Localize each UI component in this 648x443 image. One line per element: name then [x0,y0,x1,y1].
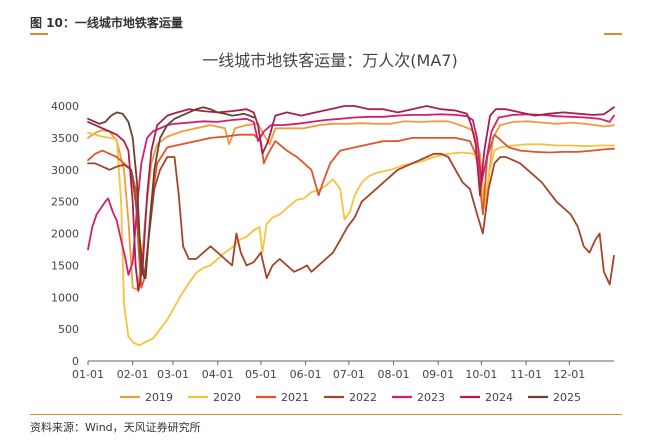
x-tick-label: 09-01 [422,368,454,381]
x-tick-label: 04-01 [202,368,234,381]
y-tick-label: 2500 [51,196,79,209]
source-note: 资料来源：Wind，天风证券研究所 [30,421,201,434]
legend-label-2024: 2024 [485,391,513,404]
y-tick-label: 4000 [51,100,79,113]
x-tick-label: 10-01 [465,368,497,381]
x-tick-label: 01-01 [72,368,104,381]
x-tick-label: 05-01 [245,368,277,381]
y-tick-label: 3500 [51,132,79,145]
y-tick-label: 2000 [51,228,79,241]
x-tick-label: 12-01 [553,368,585,381]
series-line-2020 [87,131,615,346]
x-tick-label: 03-01 [157,368,189,381]
series-line-2024 [87,105,615,292]
legend-label-2020: 2020 [213,391,241,404]
legend: 2019 2020 2021 2022 2023 2024 2025 [120,391,581,404]
legend-label-2023: 2023 [417,391,445,404]
x-tick-label: 06-01 [290,368,322,381]
legend-label-2019: 2019 [145,391,173,404]
series-line-2023 [87,113,615,276]
y-tick-label: 1000 [51,291,79,304]
caption-rule-right [604,33,622,35]
y-tick-label: 1500 [51,259,79,272]
figure-caption: 图 10：一线城市地铁客运量 [30,16,183,30]
series-line-2025 [87,106,255,279]
y-tick-label: 3000 [51,164,79,177]
x-tick-label: 02-01 [117,368,149,381]
series-lines [87,105,615,346]
axes: 0 500 1000 1500 2000 2500 3000 3500 4000 01-01 02-… [51,100,614,381]
chart-title: 一线城市地铁客运量：万人次(MA7) [202,51,457,70]
legend-label-2022: 2022 [349,391,377,404]
y-tick-label: 0 [72,355,79,368]
x-tick-label: 11-01 [510,368,542,381]
legend-label-2021: 2021 [281,391,309,404]
caption-rule-left [30,33,48,35]
footer-rule [30,414,622,415]
legend-label-2025: 2025 [553,391,581,404]
y-tick-label: 500 [58,323,79,336]
x-tick-label: 07-01 [333,368,365,381]
x-tick-label: 08-01 [378,368,410,381]
series-line-2022 [87,152,615,286]
